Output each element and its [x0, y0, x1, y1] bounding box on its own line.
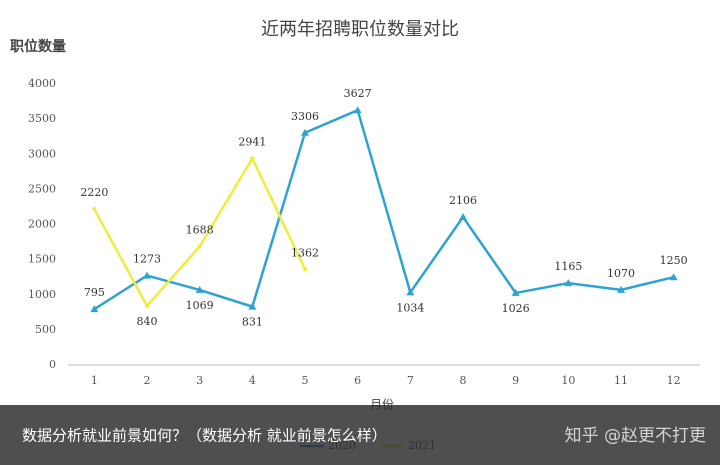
x-tick-label: 9 — [512, 374, 519, 387]
point-marker — [564, 279, 573, 287]
data-label: 831 — [242, 316, 263, 329]
data-label: 3306 — [291, 110, 319, 123]
point-marker — [92, 207, 97, 212]
point-marker — [669, 273, 678, 281]
point-marker — [143, 271, 151, 279]
caption-background — [0, 405, 720, 465]
point-marker — [248, 302, 257, 310]
point-marker — [511, 288, 520, 296]
data-label: 840 — [137, 315, 158, 328]
point-marker — [90, 305, 99, 313]
watermark: 知乎 @赵更不打更 — [565, 426, 706, 446]
data-label: 795 — [84, 286, 105, 299]
y-tick-label: 3000 — [28, 147, 56, 160]
x-tick-label: 3 — [196, 374, 203, 387]
y-axis-label: 职位数量 — [10, 38, 66, 55]
point-marker — [250, 156, 255, 161]
x-tick-label: 7 — [407, 374, 414, 387]
x-tick-label: 8 — [460, 374, 467, 387]
point-marker — [145, 303, 149, 308]
y-tick-label: 1500 — [28, 253, 56, 266]
x-tick-label: 11 — [614, 374, 628, 387]
x-tick-label: 1 — [91, 374, 98, 387]
data-label: 1362 — [291, 246, 319, 259]
point-marker — [197, 244, 202, 249]
data-label: 1165 — [554, 260, 582, 273]
point-marker — [195, 285, 204, 293]
chart-title: 近两年招聘职位数量对比 — [261, 19, 459, 40]
point-marker — [617, 285, 625, 293]
y-tick-label: 2000 — [28, 218, 56, 231]
data-label: 1034 — [396, 301, 424, 314]
caption-bar: 数据分析就业前景如何？（数据分析 就业前景怎么样） 知乎 @赵更不打更 — [0, 405, 720, 465]
point-marker — [301, 128, 309, 136]
point-marker — [303, 267, 307, 272]
y-tick-label: 2500 — [28, 182, 56, 195]
data-label: 2220 — [80, 186, 108, 199]
caption: 数据分析就业前景如何？（数据分析 就业前景怎么样） — [22, 427, 387, 445]
y-tick-label: 500 — [35, 323, 56, 336]
data-label: 3627 — [344, 87, 372, 100]
point-marker — [406, 288, 415, 296]
data-label: 1273 — [133, 253, 161, 266]
y-tick-label: 4000 — [28, 77, 56, 90]
point-marker — [353, 106, 362, 114]
data-label: 1250 — [660, 254, 688, 267]
x-tick-label: 2 — [144, 374, 151, 387]
data-label: 1688 — [186, 223, 214, 236]
x-tick-label: 4 — [249, 374, 256, 387]
x-tick-label: 6 — [354, 374, 361, 387]
data-label: 1026 — [502, 302, 530, 315]
y-tick-label: 1000 — [28, 288, 56, 301]
data-label: 1069 — [186, 299, 214, 312]
x-tick-label: 12 — [667, 374, 681, 387]
series-line — [93, 108, 674, 311]
x-tick-label: 10 — [561, 374, 575, 387]
x-tick-label: 5 — [302, 374, 309, 387]
y-tick-label: 3500 — [28, 112, 56, 125]
data-label: 2941 — [238, 135, 266, 148]
y-tick-label: 0 — [49, 358, 56, 371]
point-marker — [459, 213, 467, 221]
data-label: 2106 — [449, 194, 477, 207]
data-label: 1070 — [607, 267, 635, 280]
